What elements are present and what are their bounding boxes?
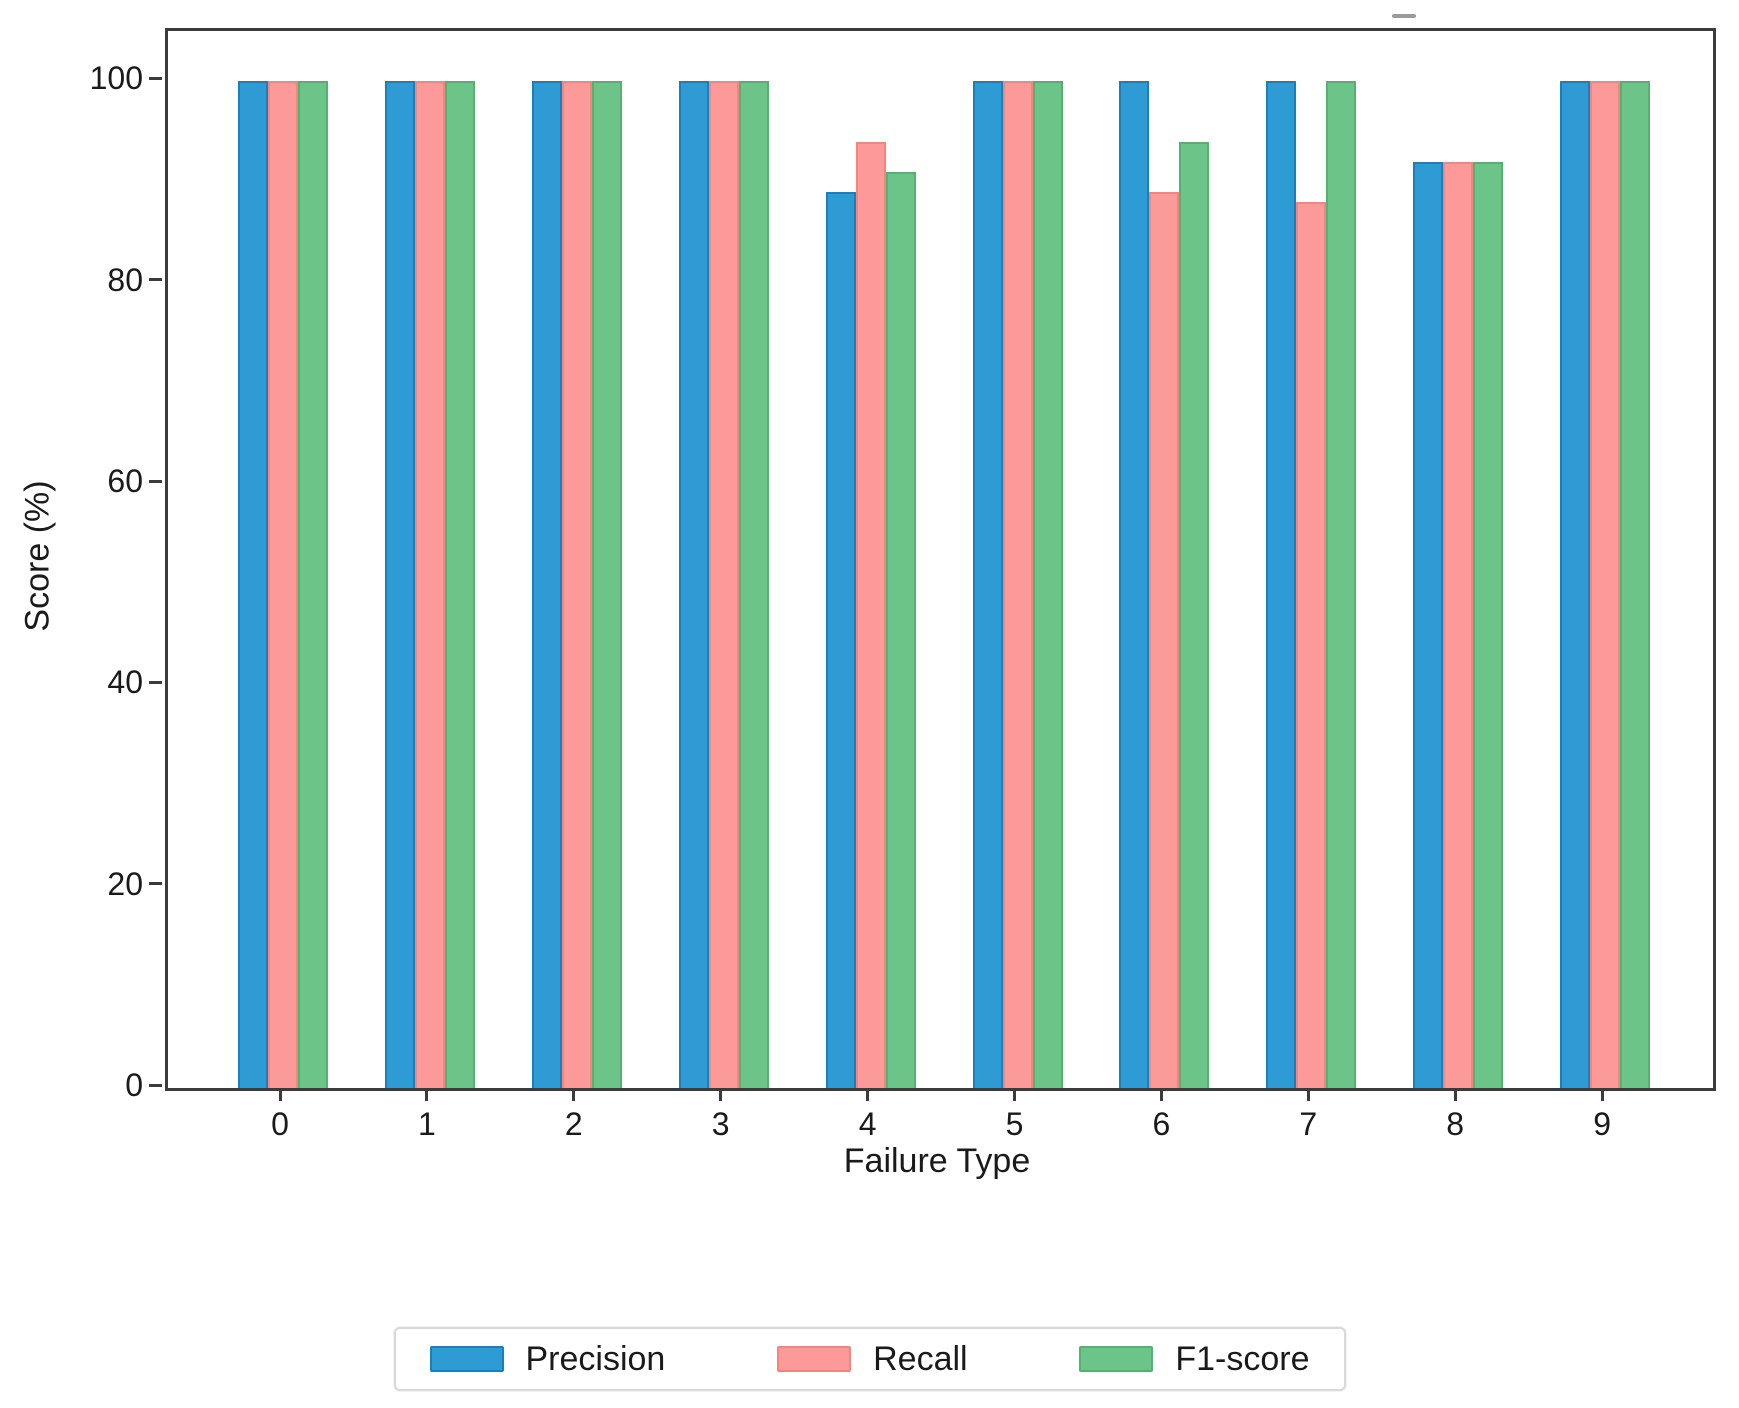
x-tick-mark bbox=[1306, 1088, 1310, 1101]
bar-precision-6 bbox=[1119, 81, 1150, 1088]
bar-f1-score-8 bbox=[1473, 161, 1504, 1088]
y-tick-mark bbox=[149, 479, 162, 483]
bar-precision-0 bbox=[238, 81, 268, 1088]
bar-group-3 bbox=[678, 31, 769, 1088]
bar-group-4 bbox=[825, 31, 916, 1088]
x-tick-mark bbox=[425, 1088, 429, 1101]
bar-recall-6 bbox=[1149, 192, 1180, 1088]
bar-group-6 bbox=[1119, 31, 1210, 1088]
legend-label: Precision bbox=[525, 1340, 666, 1378]
legend-item-recall: Recall bbox=[777, 1340, 968, 1378]
y-tick-label: 80 bbox=[107, 261, 143, 298]
bar-precision-2 bbox=[531, 81, 562, 1088]
bar-f1-score-2 bbox=[591, 81, 622, 1088]
bar-group-2 bbox=[531, 31, 622, 1088]
bar-precision-1 bbox=[384, 81, 415, 1088]
bar-group-0 bbox=[238, 31, 328, 1088]
x-tick-mark bbox=[1453, 1088, 1457, 1101]
bar-f1-score-4 bbox=[885, 171, 916, 1088]
x-tick-label: 9 bbox=[1593, 1106, 1611, 1142]
bar-precision-8 bbox=[1413, 161, 1444, 1088]
bar-precision-7 bbox=[1266, 81, 1297, 1088]
bar-recall-9 bbox=[1590, 81, 1621, 1088]
bar-precision-3 bbox=[678, 81, 709, 1088]
x-tick-label: 1 bbox=[417, 1106, 436, 1142]
y-tick-mark bbox=[149, 278, 162, 282]
bar-f1-score-6 bbox=[1179, 141, 1210, 1088]
chart-legend: Precision Recall F1-score bbox=[393, 1327, 1346, 1391]
bars-container bbox=[168, 31, 1713, 1088]
x-tick-mark bbox=[1600, 1088, 1604, 1101]
bar-recall-4 bbox=[855, 141, 886, 1088]
legend-item-f1score: F1-score bbox=[1079, 1340, 1310, 1378]
bar-group-1 bbox=[384, 31, 475, 1088]
bar-precision-5 bbox=[972, 81, 1003, 1088]
x-tick-label: 3 bbox=[711, 1106, 730, 1142]
bar-recall-8 bbox=[1443, 161, 1474, 1088]
bar-recall-3 bbox=[708, 81, 739, 1088]
x-tick-label: 7 bbox=[1299, 1106, 1318, 1142]
bar-recall-1 bbox=[414, 81, 445, 1088]
bar-f1-score-1 bbox=[444, 81, 475, 1088]
x-tick-mark bbox=[866, 1088, 870, 1101]
legend-label: Recall bbox=[873, 1340, 968, 1378]
y-tick-mark bbox=[149, 1083, 162, 1087]
recall-swatch-icon bbox=[777, 1346, 852, 1372]
y-tick-mark bbox=[149, 882, 162, 886]
y-tick-label: 40 bbox=[107, 664, 143, 701]
x-tick-mark bbox=[1013, 1088, 1016, 1101]
x-tick-mark bbox=[572, 1088, 576, 1101]
f1-score-swatch-icon bbox=[1079, 1346, 1154, 1372]
screenshot-artifact-dash bbox=[1392, 14, 1416, 18]
bar-f1-score-5 bbox=[1032, 81, 1063, 1088]
x-axis-label: Failure Type bbox=[843, 1142, 1031, 1180]
x-tick-label: 8 bbox=[1446, 1106, 1465, 1142]
bar-f1-score-9 bbox=[1620, 81, 1651, 1088]
bar-recall-5 bbox=[1002, 81, 1033, 1088]
bar-precision-4 bbox=[825, 192, 856, 1088]
y-tick-label: 100 bbox=[89, 60, 143, 97]
bar-group-8 bbox=[1413, 31, 1504, 1088]
legend-label: F1-score bbox=[1175, 1340, 1310, 1378]
bar-f1-score-7 bbox=[1326, 81, 1357, 1088]
bar-recall-7 bbox=[1296, 202, 1327, 1088]
y-axis-label: Score (%) bbox=[18, 480, 57, 632]
x-tick-label: 6 bbox=[1152, 1106, 1171, 1142]
bar-f1-score-3 bbox=[738, 81, 769, 1088]
x-tick-label: 2 bbox=[564, 1106, 583, 1142]
y-tick-label: 20 bbox=[107, 865, 143, 902]
legend-item-precision: Precision bbox=[429, 1340, 666, 1378]
y-tick-label: 0 bbox=[125, 1067, 143, 1103]
x-tick-mark bbox=[278, 1088, 282, 1101]
y-tick-mark bbox=[149, 680, 162, 684]
precision-swatch-icon bbox=[429, 1346, 504, 1372]
y-tick-label: 60 bbox=[107, 463, 143, 499]
y-tick-mark bbox=[149, 76, 162, 80]
plot-area bbox=[165, 28, 1716, 1091]
x-tick-label: 5 bbox=[1005, 1106, 1024, 1142]
x-tick-mark bbox=[719, 1088, 723, 1101]
bar-group-9 bbox=[1560, 31, 1651, 1088]
x-tick-mark bbox=[1159, 1088, 1163, 1101]
bar-precision-9 bbox=[1560, 81, 1591, 1088]
bar-f1-score-0 bbox=[298, 81, 328, 1088]
bar-group-5 bbox=[972, 31, 1063, 1088]
x-tick-label: 4 bbox=[858, 1106, 877, 1142]
bar-recall-0 bbox=[268, 81, 298, 1088]
x-tick-label: 0 bbox=[271, 1106, 289, 1142]
bar-recall-2 bbox=[561, 81, 592, 1088]
bar-group-7 bbox=[1266, 31, 1357, 1088]
